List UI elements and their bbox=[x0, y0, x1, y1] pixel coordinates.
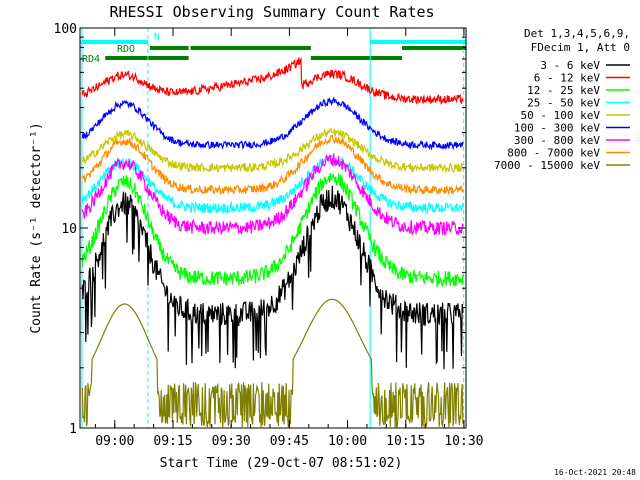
legend-label: 25 - 50 keV bbox=[527, 97, 600, 110]
x-axis-title: Start Time (29-Oct-07 08:51:02) bbox=[160, 456, 403, 471]
series-line-4 bbox=[81, 127, 464, 174]
legend-label: 50 - 100 keV bbox=[521, 109, 601, 122]
legend-label: 800 - 7000 keV bbox=[507, 147, 600, 160]
series-line-5 bbox=[81, 96, 464, 151]
x-tick-label: 09:30 bbox=[212, 434, 251, 449]
x-tick-label: 10:00 bbox=[328, 434, 367, 449]
legend-label: 6 - 12 keV bbox=[534, 72, 601, 85]
x-tick-label: 09:15 bbox=[153, 434, 192, 449]
flag-label-n: N bbox=[154, 32, 160, 43]
observing-flags: N RDO RD4 bbox=[80, 32, 466, 65]
legend-label: 300 - 800 keV bbox=[514, 134, 600, 147]
y-tick-label: 1 bbox=[69, 422, 77, 437]
legend: Det 1,3,4,5,6,9,FDecim 1, Att 0 3 - 6 keV… bbox=[494, 27, 630, 172]
series-line-8 bbox=[81, 298, 464, 428]
y-axis-title: Count Rate (s⁻¹ detector⁻¹) bbox=[29, 122, 44, 333]
legend-header-line: Det 1,3,4,5,6,9, bbox=[524, 27, 630, 40]
y-tick-label: 10 bbox=[61, 222, 77, 237]
series-line-2 bbox=[81, 172, 464, 289]
x-tick-label: 10:30 bbox=[444, 434, 483, 449]
legend-label: 100 - 300 keV bbox=[514, 122, 600, 135]
x-tick-label: 09:45 bbox=[270, 434, 309, 449]
series-line-7 bbox=[81, 134, 464, 196]
x-tick-label: 09:00 bbox=[95, 434, 134, 449]
series-line-3 bbox=[81, 153, 464, 215]
legend-label: 12 - 25 keV bbox=[527, 84, 600, 97]
event-markers bbox=[81, 28, 465, 428]
flag-label-rdo: RDO bbox=[117, 44, 135, 55]
series-line-6 bbox=[81, 153, 464, 237]
chart-title: RHESSI Observing Summary Count Rates bbox=[109, 3, 434, 21]
legend-label: 7000 - 15000 keV bbox=[494, 159, 600, 172]
legend-header-line: FDecim 1, Att 0 bbox=[531, 41, 630, 54]
series-layer bbox=[81, 56, 464, 428]
flag-label-rd4: RD4 bbox=[82, 54, 100, 65]
timestamp-stamp: 16-Oct-2021 20:48 bbox=[554, 468, 636, 477]
series-line-1 bbox=[81, 56, 464, 106]
legend-label: 3 - 6 keV bbox=[540, 59, 600, 72]
y-tick-label: 100 bbox=[54, 22, 77, 37]
x-tick-label: 10:15 bbox=[386, 434, 425, 449]
series-line-0 bbox=[81, 185, 464, 370]
axis-ticks: 09:00 09:15 09:30 09:45 10:00 10:15 10:30 1 10 10… bbox=[54, 22, 484, 449]
